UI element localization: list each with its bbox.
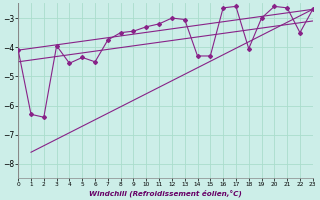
X-axis label: Windchill (Refroidissement éolien,°C): Windchill (Refroidissement éolien,°C) bbox=[89, 189, 242, 197]
